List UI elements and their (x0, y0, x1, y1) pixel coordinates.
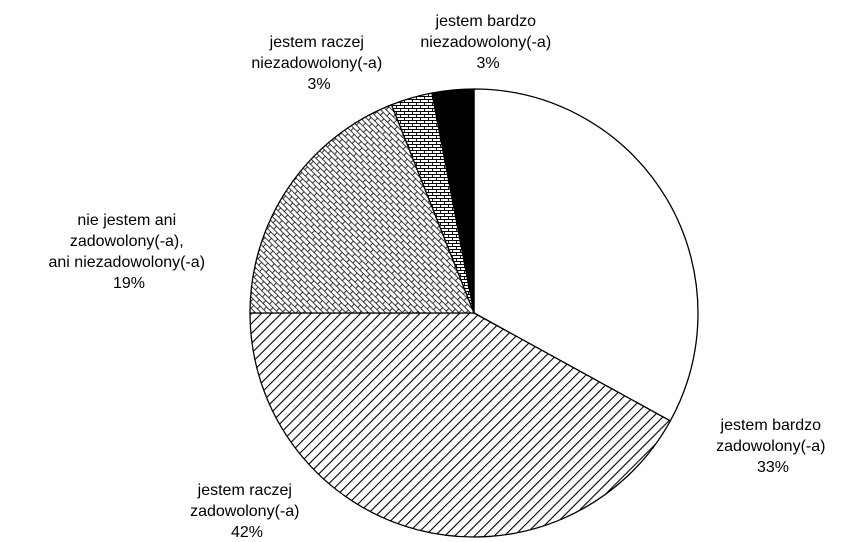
label-bardzo-niezadowolony: jestem bardzo niezadowolony(-a) 3% (420, 13, 555, 72)
label-line: ani niezadowolony(-a) (49, 254, 206, 271)
slice-raczej-zadowolony (249, 312, 671, 538)
value-label: 3% (307, 76, 330, 93)
value-label: 19% (113, 275, 145, 292)
label-raczej-niezadowolony: jestem raczej niezadowolony(-a) 3% (251, 34, 386, 93)
value-label: 33% (757, 459, 789, 476)
label-line: niezadowolony(-a) (420, 34, 551, 51)
pie-slices (249, 88, 699, 538)
label-ani-ani: nie jestem ani zadowolony(-a), ani nieza… (49, 212, 210, 292)
label-line: jestem raczej (197, 482, 292, 499)
value-label: 3% (476, 55, 499, 72)
label-line: zadowolony(-a) (190, 503, 299, 520)
label-line: jestem bardzo (720, 417, 822, 434)
label-line: jestem raczej (269, 34, 364, 51)
label-bardzo-zadowolony: jestem bardzo zadowolony(-a) 33% (716, 417, 830, 476)
value-label: 42% (231, 524, 263, 541)
label-raczej-zadowolony: jestem raczej zadowolony(-a) 42% (190, 482, 304, 541)
slice-ani-ani (249, 104, 475, 314)
label-line: niezadowolony(-a) (251, 55, 382, 72)
slice-bardzo-niezadowolony (431, 88, 475, 314)
label-line: nie jestem ani (77, 212, 176, 229)
label-line: zadowolony(-a), (70, 233, 184, 250)
slice-bardzo-zadowolony (473, 88, 699, 422)
label-line: jestem bardzo (435, 13, 537, 30)
label-line: zadowolony(-a) (716, 438, 825, 455)
